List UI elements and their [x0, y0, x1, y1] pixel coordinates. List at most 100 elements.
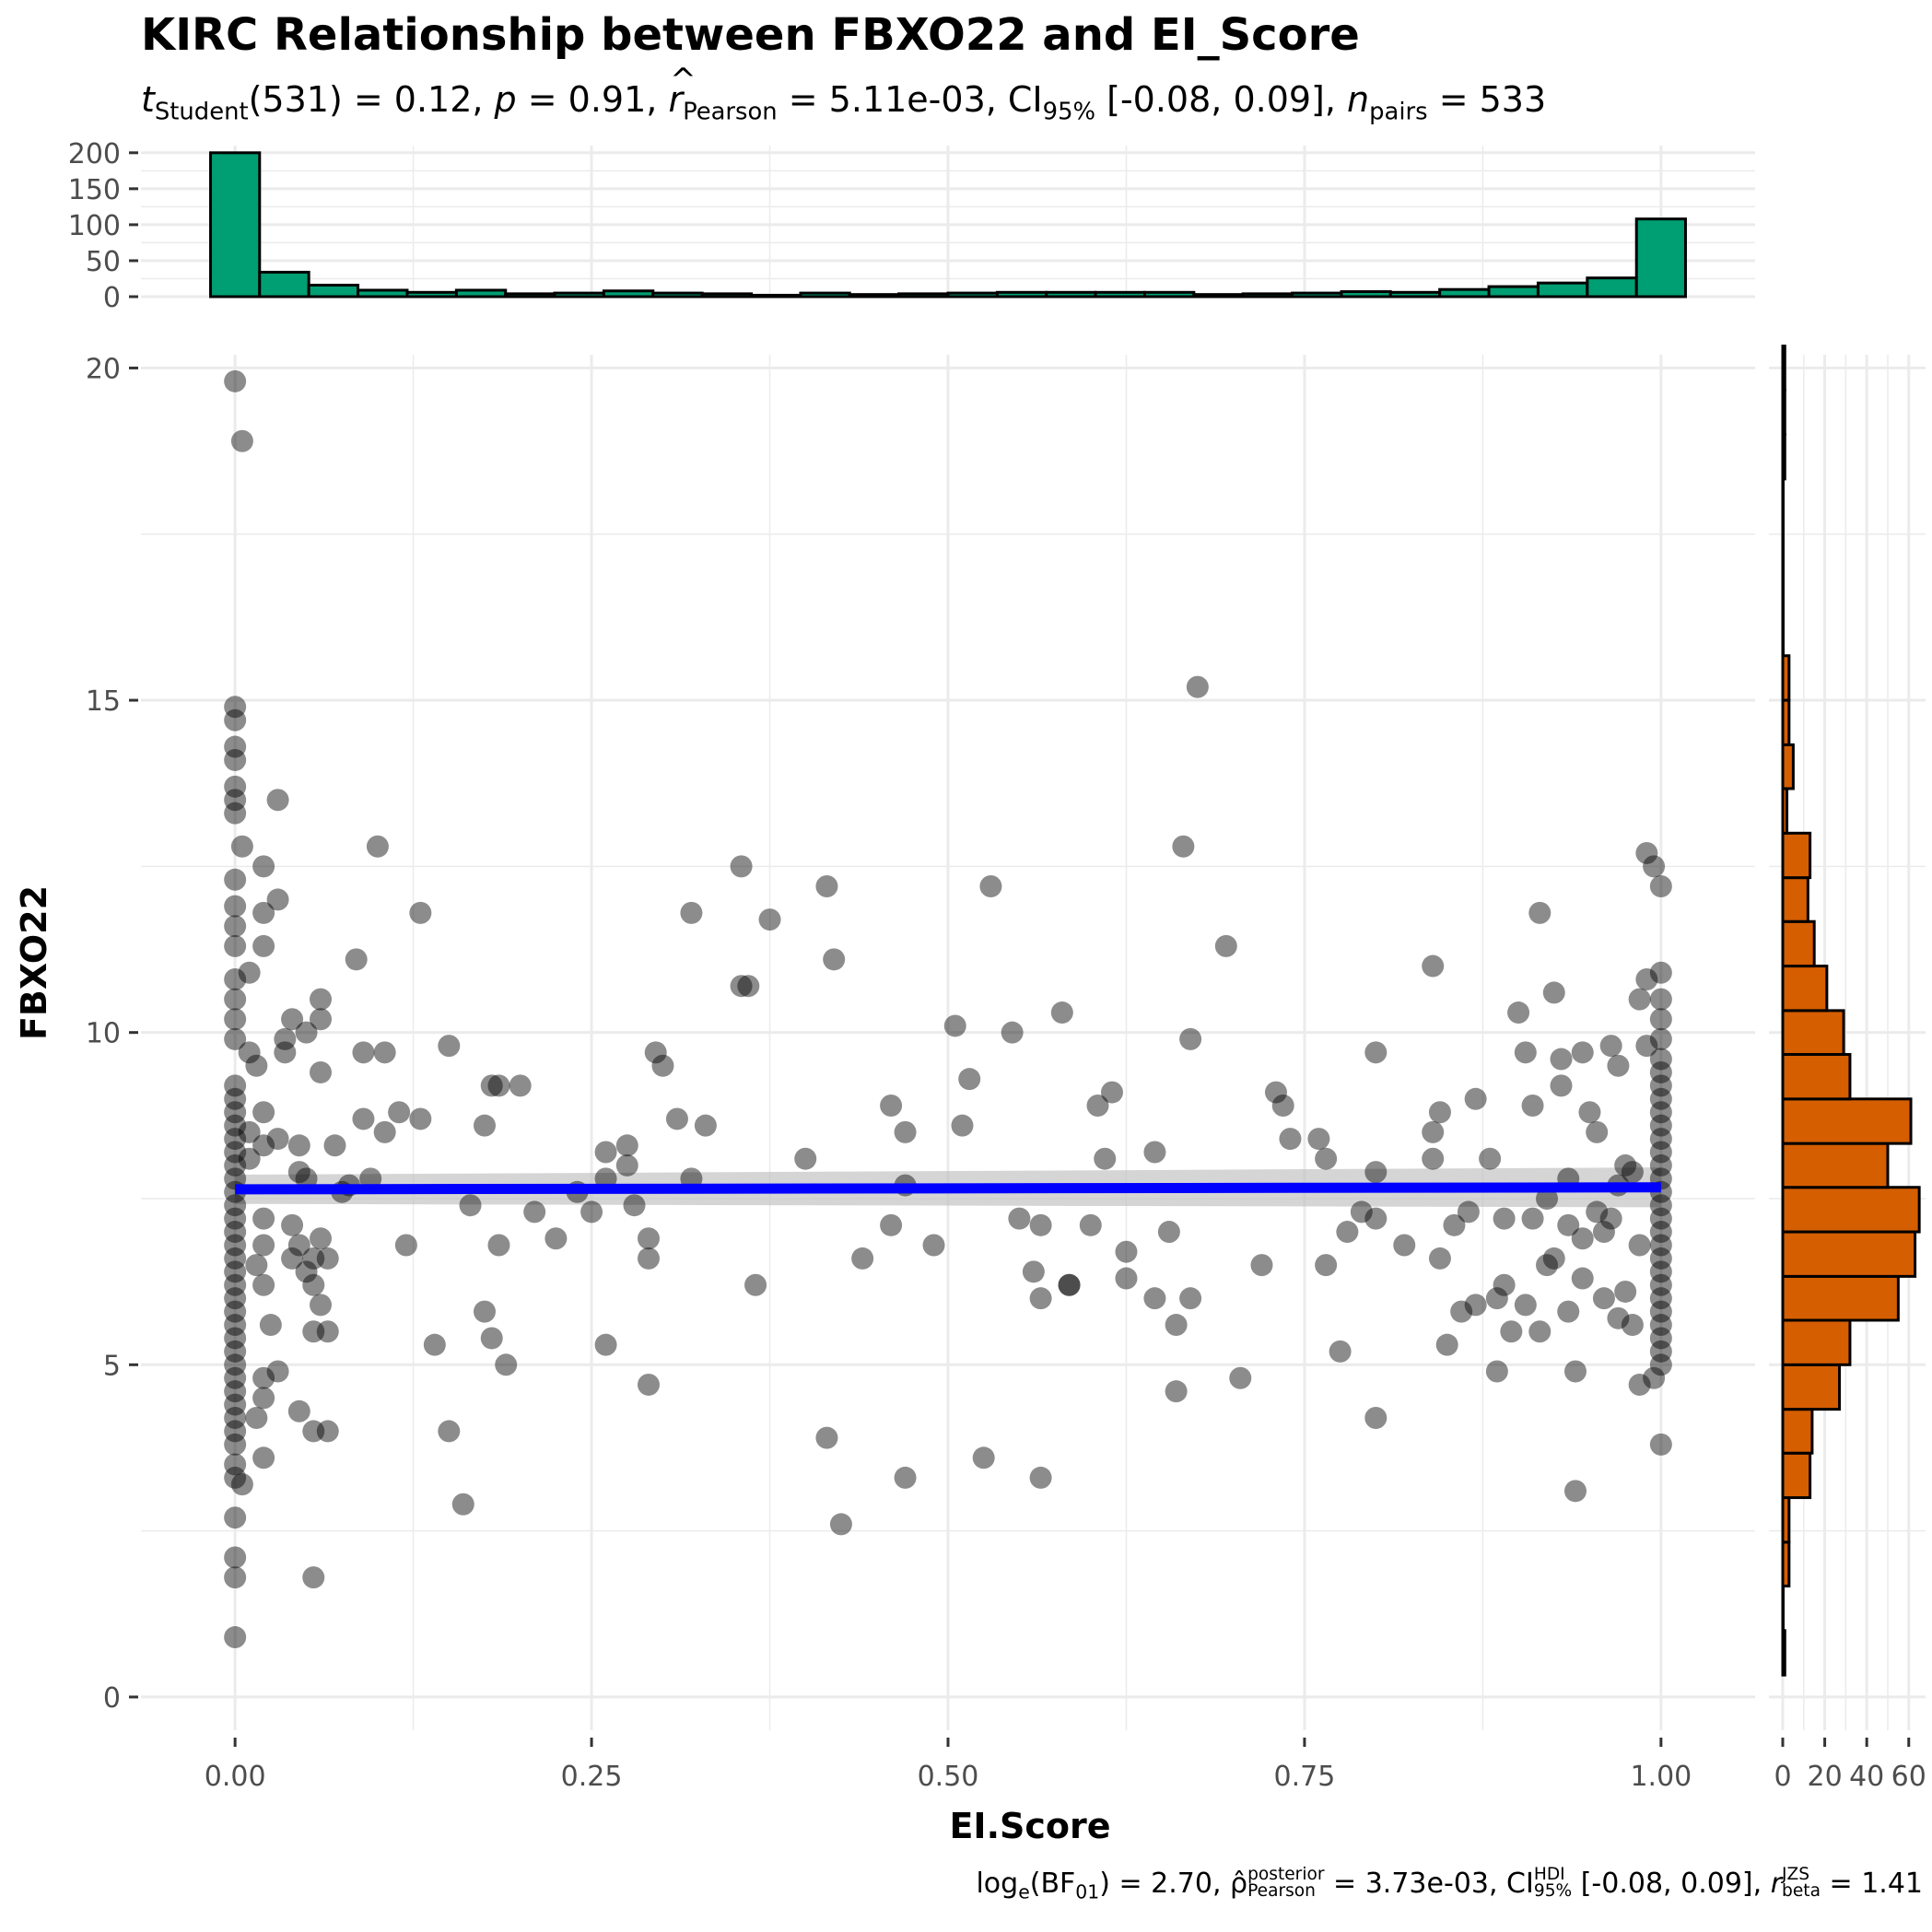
top-histogram-bar [1045, 290, 1097, 299]
data-point [274, 1027, 297, 1050]
rb-subscript: beta [1782, 1880, 1821, 1901]
ci-text: [-0.08, 0.09], [1095, 79, 1348, 120]
data-point [224, 1008, 247, 1031]
data-point [252, 1101, 275, 1124]
data-point [1571, 1267, 1594, 1290]
data-point [1578, 1101, 1601, 1124]
data-point [1179, 1027, 1202, 1050]
top-histogram-bar [799, 291, 851, 299]
data-point [224, 1141, 247, 1164]
top-histogram-bar [1142, 290, 1196, 299]
data-point [1542, 981, 1565, 1004]
data-point [224, 988, 247, 1011]
data-point [1457, 1200, 1480, 1224]
right-hist-tick-label: 0 [1774, 1761, 1791, 1793]
right-histogram-bar [1781, 1186, 1921, 1234]
data-point [224, 1353, 247, 1376]
top-histogram-bar [946, 291, 999, 299]
data-point [1008, 1207, 1031, 1230]
data-point [1493, 1273, 1516, 1296]
data-point [1649, 1074, 1672, 1097]
data-point [1479, 1147, 1502, 1170]
data-point [815, 875, 838, 898]
top-hist-tick-label: 50 [86, 246, 121, 278]
data-point [1628, 1373, 1651, 1396]
data-point [1336, 1221, 1359, 1244]
data-point [224, 735, 247, 758]
top-histogram-bar [1241, 292, 1294, 299]
data-point [1635, 841, 1658, 864]
data-point [252, 1234, 275, 1257]
data-point [224, 1546, 247, 1569]
data-point [1271, 1095, 1294, 1118]
top-hist-tick-label: 100 [68, 210, 121, 242]
data-point [224, 934, 247, 957]
x-axis-label: EI.Score [949, 1806, 1110, 1846]
data-point [1643, 1366, 1666, 1389]
data-point [1493, 1207, 1516, 1230]
data-point [238, 1041, 261, 1064]
data-point [224, 1420, 247, 1443]
right-histogram-bar [1781, 965, 1829, 1013]
data-point [224, 1074, 247, 1097]
data-point [302, 1247, 325, 1270]
data-point [594, 1333, 617, 1356]
hdi-superscript: HDI [1533, 1865, 1565, 1884]
data-point [1528, 901, 1551, 924]
data-point [224, 1101, 247, 1124]
data-point [1607, 1054, 1630, 1077]
t-symbol: t [141, 79, 155, 120]
bf-text: (BF [1029, 1867, 1076, 1900]
data-point [1563, 1360, 1587, 1383]
top-histogram-bar [1634, 217, 1687, 299]
data-point [1058, 1273, 1081, 1296]
data-point [1143, 1141, 1166, 1164]
data-point [1428, 1247, 1451, 1270]
data-point [1521, 1095, 1544, 1118]
data-point [1157, 1221, 1180, 1244]
data-point [1500, 1320, 1523, 1343]
data-point [423, 1333, 446, 1356]
data-point [438, 1420, 461, 1443]
data-point [224, 1314, 247, 1337]
data-point [1649, 1101, 1672, 1124]
n-subscript: pairs [1369, 98, 1428, 126]
axes: 0.00 0.25 0.50 0.75 1.0005101520050100150200… [68, 138, 1926, 1793]
bf-close: ) = 2.70, [1099, 1867, 1231, 1900]
right-histogram-bar [1781, 698, 1791, 746]
data-point [1649, 1247, 1672, 1270]
data-point [1542, 1247, 1565, 1270]
data-point [1586, 1120, 1609, 1143]
right-histogram-bar [1781, 876, 1809, 923]
data-point [1393, 1234, 1416, 1257]
rb-scripts: JZS beta [1782, 1866, 1821, 1901]
rho-subscript: Pearson [1247, 1880, 1316, 1901]
data-point [1649, 988, 1672, 1011]
data-point [1571, 1227, 1594, 1250]
right-hist-tick-label: 20 [1807, 1761, 1842, 1793]
data-point [224, 1234, 247, 1257]
bf-subscript: 01 [1075, 1880, 1100, 1903]
r-beta-symbol: r [1770, 1867, 1783, 1900]
right-histogram-bar [1781, 1363, 1842, 1411]
data-point [1649, 1114, 1672, 1137]
top-histogram-bar [1438, 287, 1491, 299]
data-point [829, 1513, 852, 1536]
data-point [637, 1227, 660, 1250]
data-point [281, 1213, 304, 1236]
data-point [794, 1147, 817, 1170]
data-point [1143, 1287, 1166, 1310]
data-point [373, 1120, 396, 1143]
data-point [1165, 1314, 1188, 1337]
data-point [1649, 1027, 1672, 1050]
data-point [1450, 1300, 1473, 1323]
top-histogram-bar [848, 293, 901, 299]
r-subscript: Pearson [683, 98, 778, 126]
top-histogram-bar [258, 270, 310, 299]
data-point [224, 868, 247, 891]
data-point [310, 1227, 333, 1250]
data-point [224, 802, 247, 825]
top-histogram-bar [602, 289, 655, 299]
top-histogram-bar [1388, 290, 1442, 299]
data-point [1621, 1161, 1644, 1184]
